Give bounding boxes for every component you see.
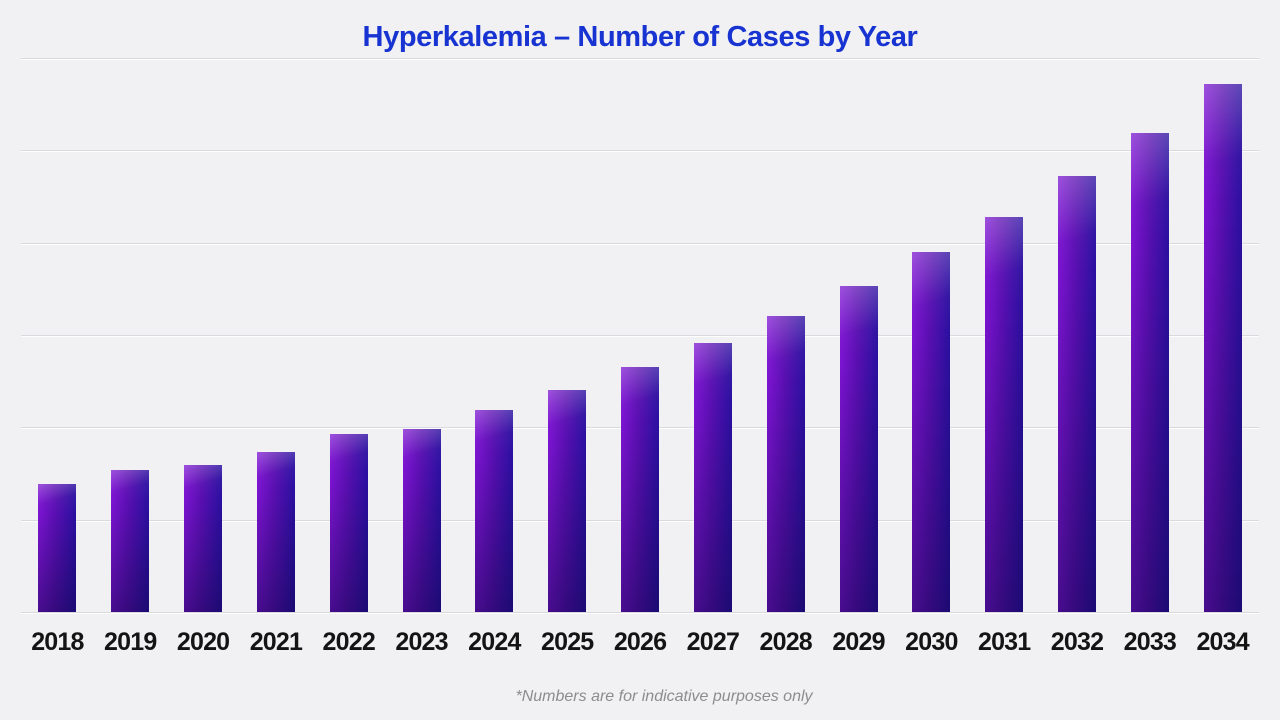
bar-slot-2028 bbox=[749, 58, 822, 612]
bar-2018 bbox=[38, 483, 77, 612]
gridline bbox=[21, 612, 1259, 613]
plot-area bbox=[21, 58, 1259, 613]
bar-2034 bbox=[1203, 83, 1242, 612]
x-tick-label-2019: 2019 bbox=[104, 628, 157, 656]
bars-row bbox=[21, 58, 1259, 612]
bar-2027 bbox=[693, 343, 732, 612]
bar-2030 bbox=[912, 251, 951, 612]
x-tick-label-2033: 2033 bbox=[1123, 628, 1177, 656]
bar-slot-2019 bbox=[94, 58, 167, 612]
bar-2022 bbox=[329, 433, 368, 612]
x-axis: 2018 2019 2020 2021 2022 2023 2024 2025 2026 2027… bbox=[21, 612, 1259, 655]
bar-2033 bbox=[1130, 132, 1169, 612]
x-tick-label-2030: 2030 bbox=[905, 628, 958, 656]
bar-slot-2018 bbox=[21, 58, 94, 612]
bar-2028 bbox=[766, 315, 805, 612]
bar-slot-2034 bbox=[1186, 58, 1259, 612]
bar-2021 bbox=[256, 452, 295, 612]
bar-2025 bbox=[548, 390, 587, 612]
x-tick-label-2031: 2031 bbox=[977, 628, 1031, 656]
bar-slot-2029 bbox=[822, 58, 895, 612]
x-tick-label-2028: 2028 bbox=[759, 628, 812, 656]
x-tick-label-2020: 2020 bbox=[176, 628, 230, 656]
gridline bbox=[21, 335, 1259, 336]
bar-2024 bbox=[475, 409, 514, 612]
x-tick-label-2029: 2029 bbox=[832, 628, 885, 656]
bar-slot-2031 bbox=[968, 58, 1041, 612]
x-tick-label-2024: 2024 bbox=[468, 628, 521, 656]
bar-slot-2030 bbox=[895, 58, 968, 612]
bar-2032 bbox=[1058, 176, 1096, 612]
bar-2029 bbox=[839, 286, 878, 612]
bar-slot-2033 bbox=[1113, 58, 1186, 612]
bar-slot-2023 bbox=[385, 58, 458, 612]
bar-slot-2027 bbox=[676, 58, 749, 612]
bar-slot-2032 bbox=[1041, 58, 1114, 612]
bar-slot-2021 bbox=[239, 58, 312, 612]
bar-slot-2026 bbox=[604, 58, 677, 612]
x-tick-label-2023: 2023 bbox=[395, 628, 448, 656]
gridline bbox=[21, 242, 1259, 244]
bar-2031 bbox=[985, 216, 1024, 612]
x-tick-label-2027: 2027 bbox=[686, 628, 740, 656]
bar-slot-2024 bbox=[458, 58, 531, 612]
x-tick-label-2025: 2025 bbox=[541, 628, 594, 656]
bar-slot-2025 bbox=[531, 58, 604, 612]
x-tick-label-2018: 2018 bbox=[31, 628, 84, 656]
x-tick-label-2021: 2021 bbox=[249, 628, 303, 656]
gridline bbox=[21, 58, 1259, 59]
x-tick-label-2032: 2032 bbox=[1050, 628, 1104, 656]
bar-2020 bbox=[184, 465, 223, 612]
bar-slot-2020 bbox=[167, 58, 240, 612]
bar-2019 bbox=[111, 469, 150, 612]
x-tick-label-2034: 2034 bbox=[1196, 628, 1249, 656]
chart-title: Hyperkalemia – Number of Cases by Year bbox=[362, 21, 918, 53]
x-tick-label-2022: 2022 bbox=[322, 628, 376, 656]
bar-slot-2022 bbox=[312, 58, 385, 612]
gridline bbox=[21, 150, 1259, 152]
footnote: *Numbers are for indicative purposes onl… bbox=[515, 688, 813, 705]
x-tick-label-2026: 2026 bbox=[613, 628, 667, 656]
bar-2026 bbox=[621, 367, 660, 612]
bar-2023 bbox=[402, 429, 441, 612]
